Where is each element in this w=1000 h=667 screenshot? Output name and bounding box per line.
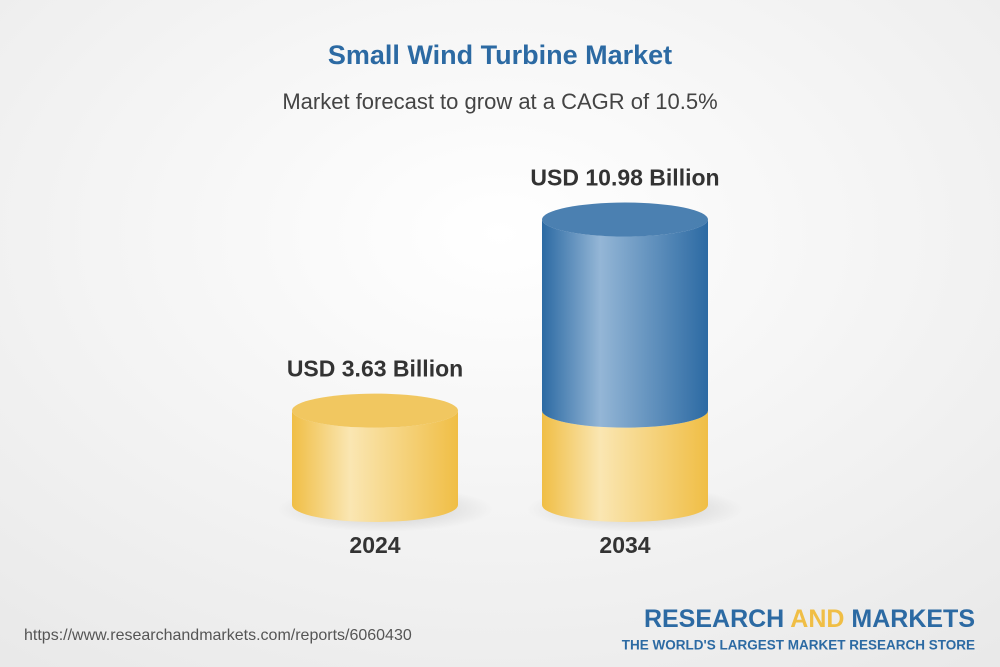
value-label: USD 10.98 Billion: [530, 165, 719, 191]
brand-part: MARKETS: [851, 605, 975, 633]
cylinder-body: [292, 410, 458, 522]
chart-title: Small Wind Turbine Market: [328, 40, 672, 70]
cylinder-top: [542, 202, 708, 237]
category-label: 2034: [599, 532, 650, 558]
brand-part: RESEARCH: [644, 605, 784, 633]
chart-subtitle: Market forecast to grow at a CAGR of 10.…: [282, 89, 717, 114]
brand-tagline: THE WORLD'S LARGEST MARKET RESEARCH STOR…: [622, 638, 975, 653]
brand-name: RESEARCH AND MARKETS: [644, 605, 975, 633]
cylinder-top: [292, 393, 458, 428]
category-label: 2024: [349, 532, 400, 558]
source-url: https://www.researchandmarkets.com/repor…: [24, 627, 412, 644]
brand-part: AND: [790, 605, 844, 633]
value-label: USD 3.63 Billion: [287, 356, 463, 382]
cylinder-body: [542, 410, 708, 522]
cylinder-body: [542, 219, 708, 428]
